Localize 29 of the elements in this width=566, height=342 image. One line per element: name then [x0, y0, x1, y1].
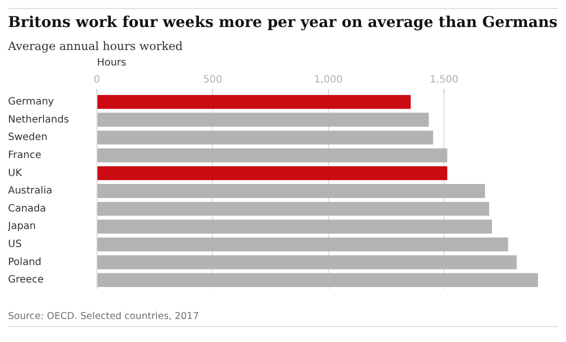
chart-title: Britons work four weeks more per year on average than Germans: [8, 13, 558, 31]
bar: [97, 148, 448, 162]
y-tick-label: France: [8, 150, 42, 161]
y-tick-label: Netherlands: [8, 114, 69, 126]
source-note: Source: OECD. Selected countries, 2017: [8, 311, 200, 322]
y-tick-label: Sweden: [8, 132, 48, 144]
x-tick-label: 0: [94, 74, 100, 86]
bar: [97, 184, 486, 198]
x-tick-label: 500: [203, 74, 222, 86]
bar: [97, 255, 517, 270]
y-tick-label: Australia: [8, 186, 52, 197]
bar: [97, 166, 448, 180]
y-tick-label: Greece: [8, 274, 44, 286]
bar: [97, 220, 492, 234]
bar: [97, 273, 538, 288]
y-tick-label: Canada: [8, 203, 46, 214]
bar: [97, 112, 429, 127]
x-tick-label: 1,000: [314, 74, 343, 86]
bar: [97, 130, 434, 145]
bar: [97, 237, 508, 252]
x-axis-title: Hours: [96, 58, 126, 69]
y-tick-label: Germany: [8, 96, 54, 108]
bar: [97, 94, 411, 109]
x-tick-label: 1,500: [430, 74, 458, 86]
y-tick-label: US: [8, 239, 22, 250]
bar: [97, 202, 490, 216]
y-tick-label: Poland: [8, 256, 42, 268]
chart-subtitle: Average annual hours worked: [8, 39, 184, 53]
y-tick-label: UK: [8, 168, 22, 179]
